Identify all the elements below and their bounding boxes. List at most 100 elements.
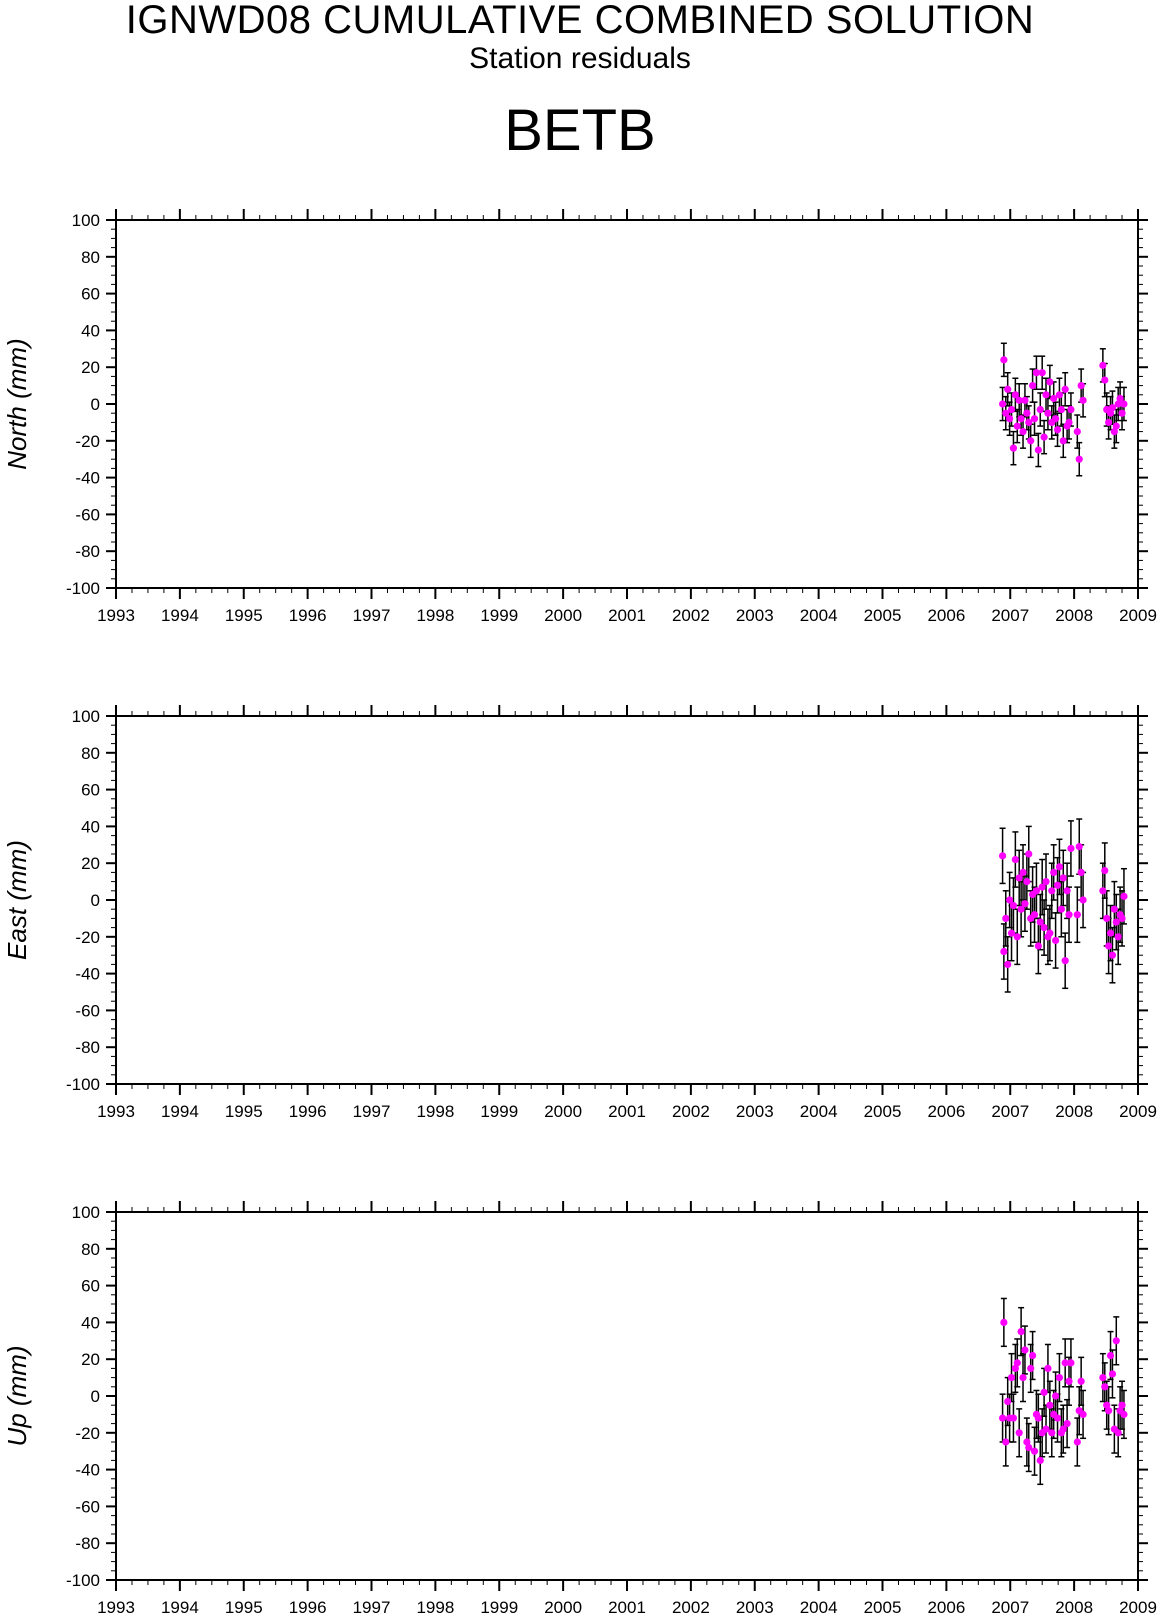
up-x-tick-label: 1996 — [289, 1598, 327, 1617]
north-data-point — [1000, 356, 1008, 364]
north-x-tick-label: 2003 — [736, 606, 774, 625]
up-x-tick-label: 2005 — [864, 1598, 902, 1617]
north-data-point — [1011, 391, 1019, 399]
north-x-tick-label: 2008 — [1055, 606, 1093, 625]
east-data-point — [1025, 850, 1033, 858]
north-x-tick-label: 2006 — [927, 606, 965, 625]
up-data-point — [998, 1414, 1007, 1422]
north-data-point — [1017, 415, 1025, 423]
north-x-tick-label: 1999 — [480, 606, 518, 625]
east-data-point — [1002, 914, 1010, 923]
east-y-tick-label: -100 — [66, 1075, 100, 1094]
north-data-point — [1079, 396, 1087, 404]
up-x-tick-label: 2001 — [608, 1598, 646, 1617]
north-x-tick-label: 2007 — [991, 606, 1029, 625]
up-y-tick-label: 80 — [81, 1240, 100, 1259]
north-x-tick-label: 1994 — [161, 606, 199, 625]
east-data-point — [1103, 914, 1111, 923]
north-y-tick-label: -60 — [75, 505, 100, 524]
chart-subtitle: Station residuals — [469, 42, 691, 75]
east-data-point — [1004, 960, 1012, 969]
north-data-point — [1040, 433, 1048, 441]
north-x-tick-label: 2002 — [672, 606, 710, 625]
north-data-point — [1023, 409, 1031, 417]
up-data-point — [1021, 1346, 1029, 1354]
east-data-point — [1059, 874, 1067, 882]
up-data-point — [1077, 1377, 1085, 1385]
north-data-point — [1025, 418, 1033, 426]
north-data-point — [1073, 428, 1081, 436]
north-data-point — [1057, 405, 1065, 414]
up-y-tick-label: 100 — [72, 1203, 100, 1222]
north-data-point — [1059, 437, 1067, 445]
east-data-point — [1099, 887, 1107, 895]
east-data-point — [1057, 905, 1065, 913]
east-y-tick-label: 80 — [81, 744, 100, 763]
north-x-tick-label: 1995 — [225, 606, 263, 625]
up-data-point — [1046, 1401, 1054, 1409]
up-data-point — [1030, 1447, 1039, 1455]
east-data-point — [1046, 929, 1054, 937]
east-x-tick-label: 2001 — [608, 1102, 646, 1121]
up-y-tick-label: 0 — [91, 1387, 100, 1406]
up-data-point — [1063, 1420, 1071, 1428]
east-y-tick-label: 0 — [91, 891, 100, 910]
north-data-point — [1055, 391, 1064, 399]
north-data-point — [1034, 446, 1042, 454]
up-x-tick-label: 1999 — [480, 1598, 518, 1617]
east-data-point — [1015, 874, 1023, 882]
east-x-tick-label: 1999 — [480, 1102, 518, 1121]
up-x-tick-label: 2004 — [800, 1598, 838, 1617]
up-x-tick-label: 1995 — [225, 1598, 263, 1617]
east-data-point — [1007, 929, 1016, 937]
east-data-point — [1030, 911, 1039, 919]
east-data-point — [1036, 918, 1044, 926]
north-y-tick-label: 60 — [81, 285, 100, 304]
east-y-tick-label: 60 — [81, 781, 100, 800]
east-data-point — [1034, 942, 1042, 950]
east-data-point — [1077, 868, 1085, 877]
north-data-point — [1118, 409, 1126, 417]
north-y-tick-label: -80 — [75, 542, 100, 561]
north-data-point — [1021, 396, 1029, 404]
east-data-point — [1023, 878, 1031, 886]
east-y-tick-label: -60 — [75, 1001, 100, 1020]
east-x-tick-label: 1998 — [416, 1102, 454, 1121]
up-x-tick-label: 2008 — [1055, 1598, 1093, 1617]
up-data-point — [1007, 1374, 1016, 1382]
up-data-point — [1017, 1328, 1025, 1336]
east-data-point — [1075, 843, 1083, 851]
north-y-tick-label: 0 — [91, 395, 100, 414]
north-data-point — [1027, 437, 1035, 445]
up-data-point — [1011, 1364, 1019, 1372]
north-y-tick-label: -20 — [75, 432, 100, 451]
up-data-point — [1101, 1383, 1109, 1391]
up-data-point — [1052, 1392, 1060, 1400]
north-data-point — [1044, 409, 1052, 417]
up-data-point — [1114, 1429, 1122, 1437]
up-x-tick-label: 1997 — [353, 1598, 391, 1617]
up-x-tick-label: 2009 — [1119, 1598, 1157, 1617]
up-data-point — [1079, 1410, 1087, 1418]
east-x-tick-label: 1994 — [161, 1102, 199, 1121]
east-data-point — [1108, 951, 1117, 959]
up-data-point — [1015, 1429, 1023, 1437]
north-x-tick-label: 2005 — [864, 606, 902, 625]
east-x-tick-label: 2003 — [736, 1102, 774, 1121]
east-data-point — [1040, 924, 1048, 932]
up-data-point — [1040, 1388, 1048, 1396]
east-data-point — [1101, 866, 1109, 875]
up-x-tick-label: 1994 — [161, 1598, 199, 1617]
east-y-axis-label: East (mm) — [2, 840, 32, 960]
east-data-point — [1000, 947, 1008, 956]
east-data-point — [1063, 887, 1071, 895]
east-x-tick-label: 2000 — [544, 1102, 582, 1121]
north-data-point — [1061, 385, 1069, 393]
up-data-point — [1013, 1359, 1021, 1367]
up-x-tick-label: 1998 — [416, 1598, 454, 1617]
east-y-tick-label: -80 — [75, 1038, 100, 1057]
east-data-point — [1067, 844, 1075, 853]
east-data-point — [1055, 863, 1064, 871]
north-data-point — [1067, 405, 1075, 414]
up-data-point — [1034, 1414, 1042, 1422]
